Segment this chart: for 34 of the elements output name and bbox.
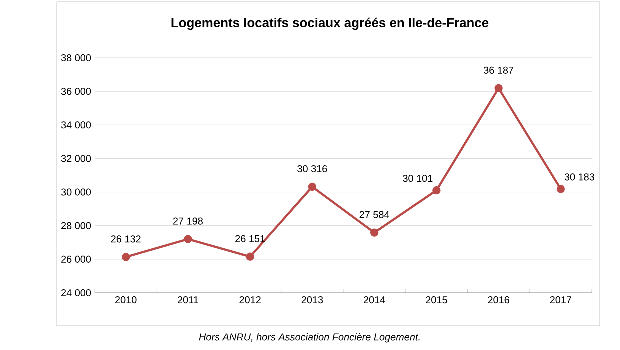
chart-title: Logements locatifs sociaux agréés en Ile-de-France xyxy=(172,18,489,30)
data-label: 30 316 xyxy=(298,165,328,172)
data-label: 26 151 xyxy=(236,235,266,242)
text: Hors ANRU, hors Association Foncière Logement. xyxy=(199,333,420,343)
x-tick-label: 2010 xyxy=(115,296,137,304)
x-tick-label: 2014 xyxy=(364,296,386,304)
y-tick-label: 30 000 xyxy=(61,188,92,196)
x-tick-label: 2011 xyxy=(178,296,198,304)
y-tick-label: 36 000 xyxy=(61,88,92,96)
point xyxy=(308,182,317,192)
y-tick-label: 28 000 xyxy=(62,222,92,230)
x-tick-label: 2013 xyxy=(302,296,324,304)
y-tick-label: 24 000 xyxy=(62,289,92,297)
x-tick-label: 2012 xyxy=(240,296,261,304)
data-label: 36 187 xyxy=(484,66,514,74)
data-label: 27 584 xyxy=(360,211,390,218)
point xyxy=(370,228,379,237)
point xyxy=(432,186,441,195)
x-tick-label: 2017 xyxy=(550,296,572,304)
point xyxy=(246,252,254,261)
data-label: 27 198 xyxy=(173,218,203,225)
point xyxy=(122,253,130,262)
x-tick-label: 2015 xyxy=(426,296,448,304)
data-label: 26 132 xyxy=(111,236,141,243)
y-tick-label: 26 000 xyxy=(62,256,92,263)
data-label: 30 101 xyxy=(403,175,433,182)
point xyxy=(556,185,566,194)
x-tick-label: 2016 xyxy=(488,296,510,304)
y-tick-label: 38 000 xyxy=(61,54,92,62)
data-label: 30 183 xyxy=(564,174,594,181)
y-tick-label: 34 000 xyxy=(61,122,92,129)
point xyxy=(494,84,503,93)
point xyxy=(184,235,192,244)
y-tick-label: 32 000 xyxy=(61,155,92,162)
